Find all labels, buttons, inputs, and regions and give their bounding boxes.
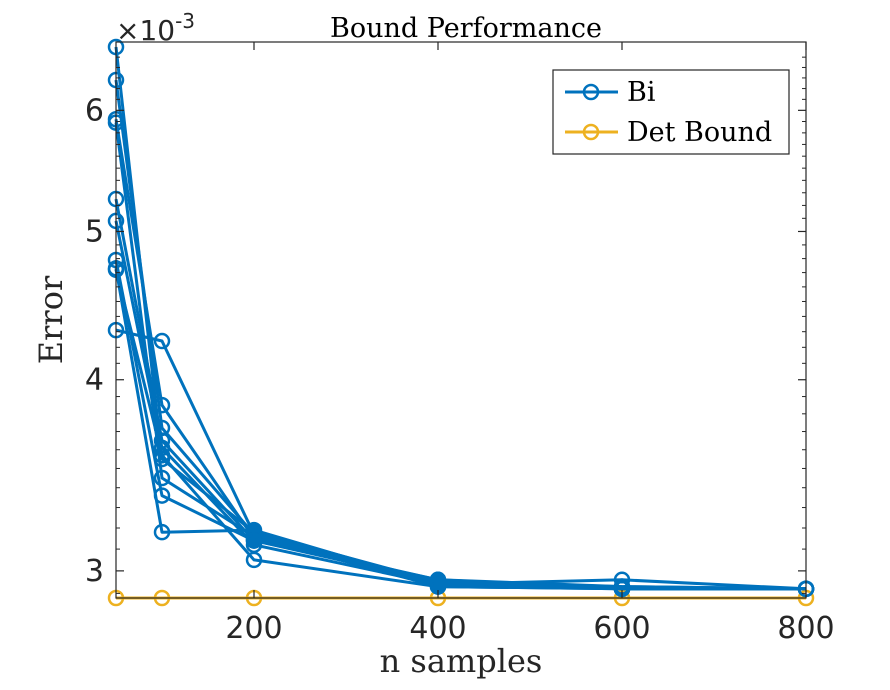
bi-point [245, 551, 263, 569]
bi-point [245, 526, 263, 543]
bi-point [153, 332, 171, 350]
x-tick-label: 400 [409, 611, 466, 646]
bi-point [153, 469, 171, 487]
x-tick-label: 800 [777, 611, 834, 646]
legend-label-bi: Bi [627, 77, 656, 108]
legend-marker-det-bound [582, 123, 600, 141]
y-axis-exponent: ×10-3 [116, 9, 195, 47]
y-axis-exponent-power: -3 [175, 9, 195, 33]
axes-box [115, 41, 807, 599]
bi-line [114, 79, 806, 591]
legend: Bi Det Bound [552, 69, 790, 155]
bi-point [429, 573, 447, 591]
bi-line [114, 259, 806, 591]
x-tick-label: 600 [593, 611, 650, 646]
legend-label-det-bound: Det Bound [627, 117, 772, 148]
y-axis-label: Error [32, 275, 70, 364]
bi-point [153, 447, 171, 464]
y-tick-label: 3 [85, 554, 104, 589]
bi-line [115, 328, 806, 591]
x-axis-label: n samples [380, 642, 543, 680]
y-tick-label: 6 [85, 93, 104, 128]
bi-line [114, 220, 806, 591]
y-tick-label: 5 [85, 214, 104, 249]
y-axis-exponent-base: ×10 [116, 14, 175, 47]
chart-title: Bound Performance [330, 13, 602, 44]
bi-line [114, 119, 807, 591]
y-tick-label: 4 [85, 363, 104, 398]
x-tick-label: 200 [225, 611, 282, 646]
bi-line [114, 269, 806, 591]
bi-point [153, 523, 171, 541]
legend-marker-bi [582, 83, 600, 101]
bi-line [114, 268, 807, 591]
bi-point [613, 571, 631, 589]
